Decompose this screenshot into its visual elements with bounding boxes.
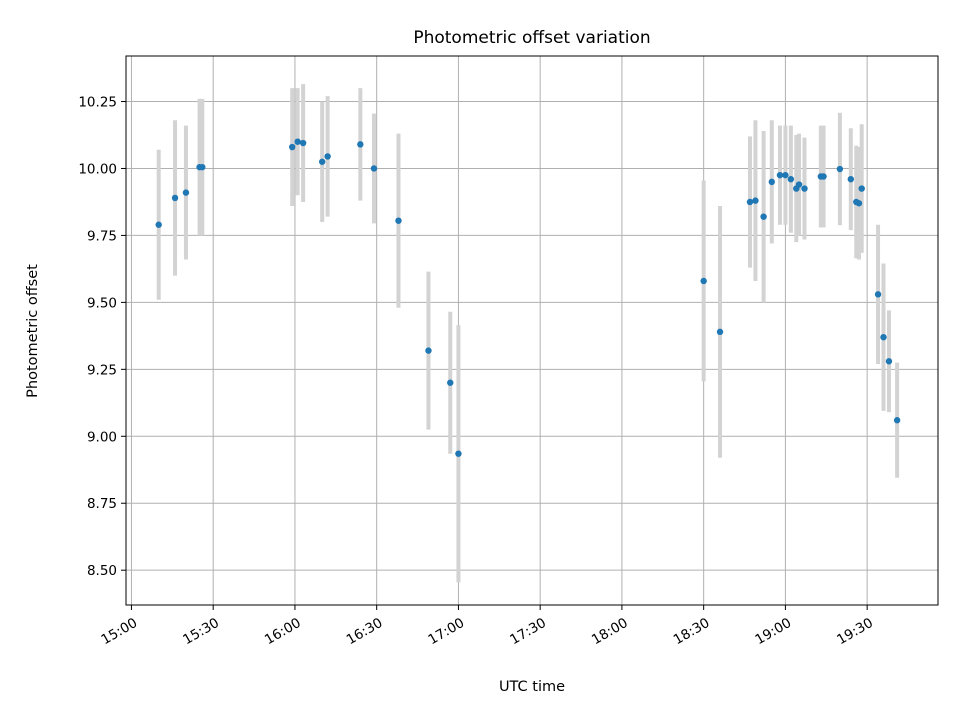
y-tick-label: 8.50 (87, 563, 117, 579)
data-point (182, 189, 190, 196)
data-point (370, 165, 378, 172)
y-tick-label: 10.25 (78, 95, 117, 111)
data-point (874, 291, 882, 298)
x-axis-label: UTC time (499, 679, 565, 695)
data-points (155, 138, 901, 457)
y-tick-label: 9.50 (87, 295, 117, 311)
data-point (700, 277, 707, 285)
data-point (782, 171, 789, 179)
data-point (855, 200, 863, 207)
y-tick-label: 10.00 (78, 161, 117, 177)
chart-title: Photometric offset variation (413, 28, 650, 48)
data-point (858, 185, 865, 192)
data-point (836, 165, 844, 173)
data-point (787, 175, 795, 183)
data-point (447, 379, 454, 386)
data-point (746, 198, 754, 206)
data-point (155, 221, 162, 228)
data-point (318, 158, 326, 165)
data-point (801, 185, 808, 192)
y-axis-label: Photometric offset (25, 264, 41, 398)
data-point (455, 450, 462, 457)
data-point (776, 171, 784, 179)
data-point (299, 139, 307, 147)
grid (126, 56, 938, 605)
y-tick-label: 8.75 (87, 496, 117, 512)
data-point (752, 197, 759, 204)
data-point (716, 328, 724, 336)
y-tick-label: 9.25 (87, 362, 117, 378)
y-axis: 8.50 8.75 9.00 9.25 9.50 9.75 10.00 10.25 (78, 95, 126, 579)
data-point (760, 213, 767, 220)
data-point (795, 181, 803, 188)
data-point (768, 178, 775, 186)
data-point (294, 138, 301, 145)
data-point (289, 143, 296, 151)
data-point (395, 217, 402, 224)
plot-frame (125, 55, 939, 606)
y-tick-label: 9.00 (87, 429, 117, 445)
data-point (847, 175, 855, 183)
data-point (171, 194, 179, 202)
data-point (425, 347, 432, 354)
data-point (893, 417, 901, 424)
data-point (199, 163, 206, 171)
data-point (357, 141, 364, 148)
data-point (885, 358, 893, 365)
data-point (820, 173, 827, 180)
data-point (324, 153, 331, 160)
data-point (880, 333, 887, 341)
y-tick-label: 9.75 (87, 228, 117, 244)
